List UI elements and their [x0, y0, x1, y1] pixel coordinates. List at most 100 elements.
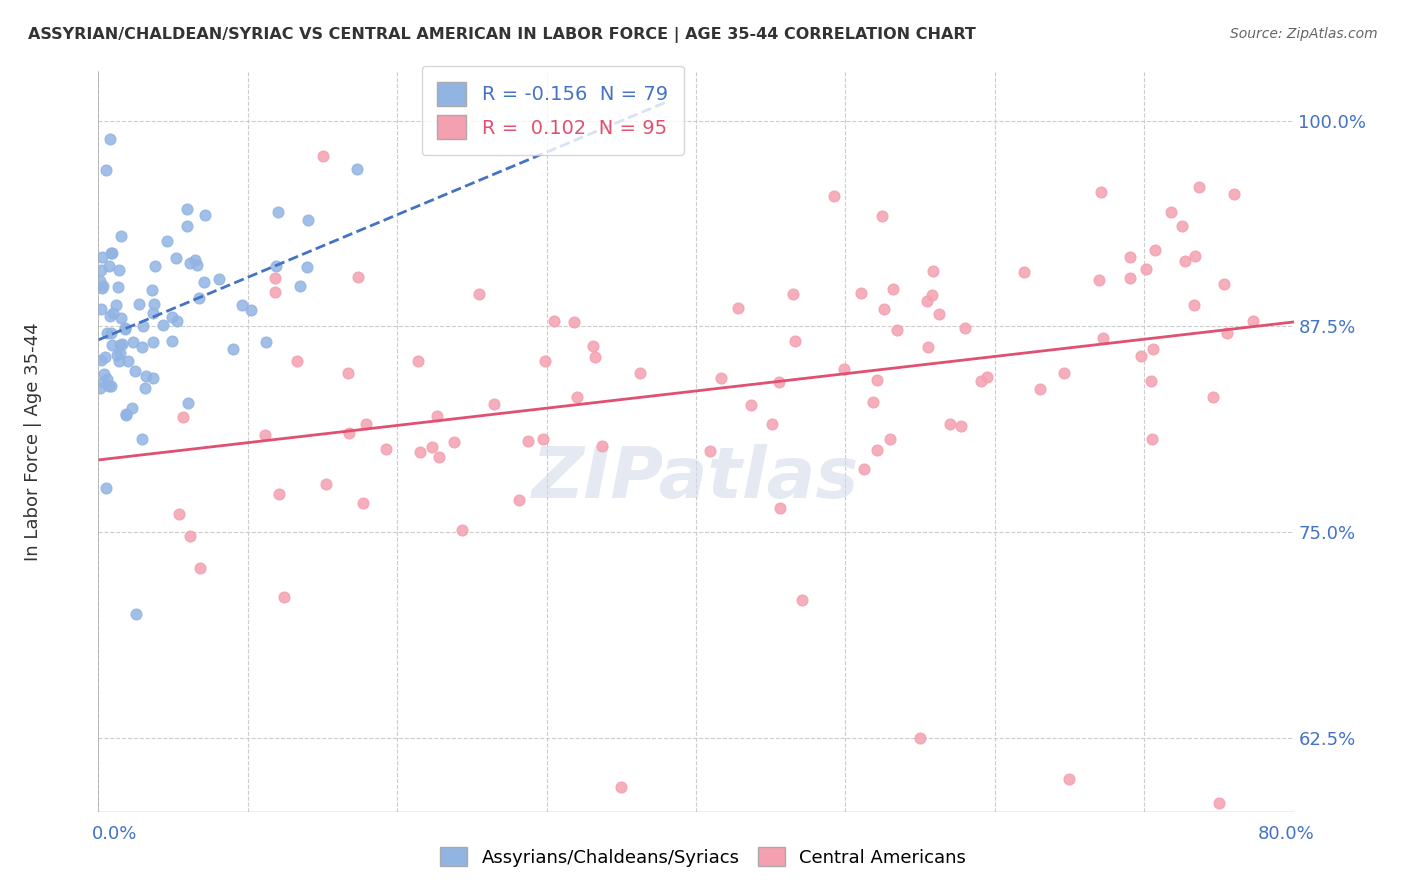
Point: [156, 234, 179, 248]
Point: [194, 208, 217, 222]
Point: [565, 390, 588, 404]
Point: [273, 591, 295, 605]
Point: [866, 442, 889, 457]
Point: [1135, 262, 1157, 277]
Point: [610, 780, 633, 794]
Point: [179, 529, 201, 543]
Point: [90, 302, 112, 317]
Point: [288, 279, 311, 293]
Point: [782, 286, 804, 301]
Point: [264, 260, 287, 274]
Point: [117, 353, 139, 368]
Point: [176, 219, 198, 234]
Point: [406, 353, 429, 368]
Point: [862, 395, 884, 409]
Point: [295, 260, 318, 274]
Point: [1241, 314, 1264, 328]
Point: [1208, 797, 1230, 811]
Point: [160, 334, 183, 348]
Point: [239, 303, 262, 318]
Point: [882, 282, 904, 296]
Point: [143, 296, 166, 310]
Point: [222, 342, 245, 356]
Point: [1119, 250, 1142, 264]
Point: [628, 366, 651, 380]
Point: [186, 258, 208, 272]
Point: [285, 354, 308, 368]
Point: [1144, 243, 1167, 257]
Point: [451, 523, 474, 537]
Point: [761, 417, 783, 431]
Point: [160, 310, 183, 324]
Point: [354, 417, 377, 431]
Point: [1202, 390, 1225, 404]
Point: [172, 410, 194, 425]
Point: [101, 306, 124, 320]
Point: [100, 326, 122, 340]
Point: [93, 367, 115, 381]
Point: [783, 334, 806, 348]
Point: [852, 462, 875, 476]
Point: [426, 409, 449, 423]
Point: [710, 371, 733, 385]
Point: [125, 607, 148, 622]
Point: [769, 501, 792, 516]
Point: [188, 292, 211, 306]
Text: 0.0%: 0.0%: [91, 825, 136, 843]
Point: [443, 435, 465, 450]
Point: [128, 296, 150, 310]
Point: [1160, 205, 1182, 219]
Point: [105, 348, 128, 362]
Point: [176, 202, 198, 216]
Point: [1088, 273, 1111, 287]
Point: [91, 281, 114, 295]
Point: [1216, 326, 1239, 340]
Point: [96, 326, 118, 341]
Point: [98, 309, 121, 323]
Point: [166, 314, 188, 328]
Point: [254, 334, 277, 349]
Point: [922, 264, 945, 278]
Point: [823, 189, 845, 203]
Point: [1182, 298, 1205, 312]
Point: [939, 417, 962, 431]
Point: [114, 322, 136, 336]
Point: [1012, 265, 1035, 279]
Point: [110, 228, 132, 243]
Point: [591, 439, 613, 453]
Point: [94, 163, 117, 178]
Point: [346, 161, 368, 176]
Point: [832, 361, 855, 376]
Point: [1213, 277, 1236, 291]
Point: [100, 338, 122, 352]
Point: [727, 301, 749, 315]
Point: [953, 321, 976, 335]
Point: [928, 307, 950, 321]
Point: [134, 381, 156, 395]
Point: [768, 375, 790, 389]
Point: [122, 335, 145, 350]
Point: [267, 205, 290, 219]
Point: [132, 318, 155, 333]
Point: [108, 263, 131, 277]
Point: [193, 275, 215, 289]
Point: [89, 274, 111, 288]
Point: [517, 434, 540, 449]
Point: [91, 375, 114, 389]
Point: [108, 346, 131, 360]
Point: [866, 373, 889, 387]
Point: [851, 285, 873, 300]
Point: [1170, 219, 1192, 233]
Point: [96, 481, 118, 495]
Point: [409, 444, 432, 458]
Point: [534, 354, 557, 368]
Point: [100, 245, 122, 260]
Point: [93, 350, 115, 364]
Point: [1140, 374, 1163, 388]
Point: [110, 310, 132, 325]
Point: [337, 425, 360, 440]
Point: [267, 487, 290, 501]
Point: [96, 372, 118, 386]
Legend: R = -0.156  N = 79, R =  0.102  N = 95: R = -0.156 N = 79, R = 0.102 N = 95: [422, 66, 683, 154]
Point: [908, 731, 931, 745]
